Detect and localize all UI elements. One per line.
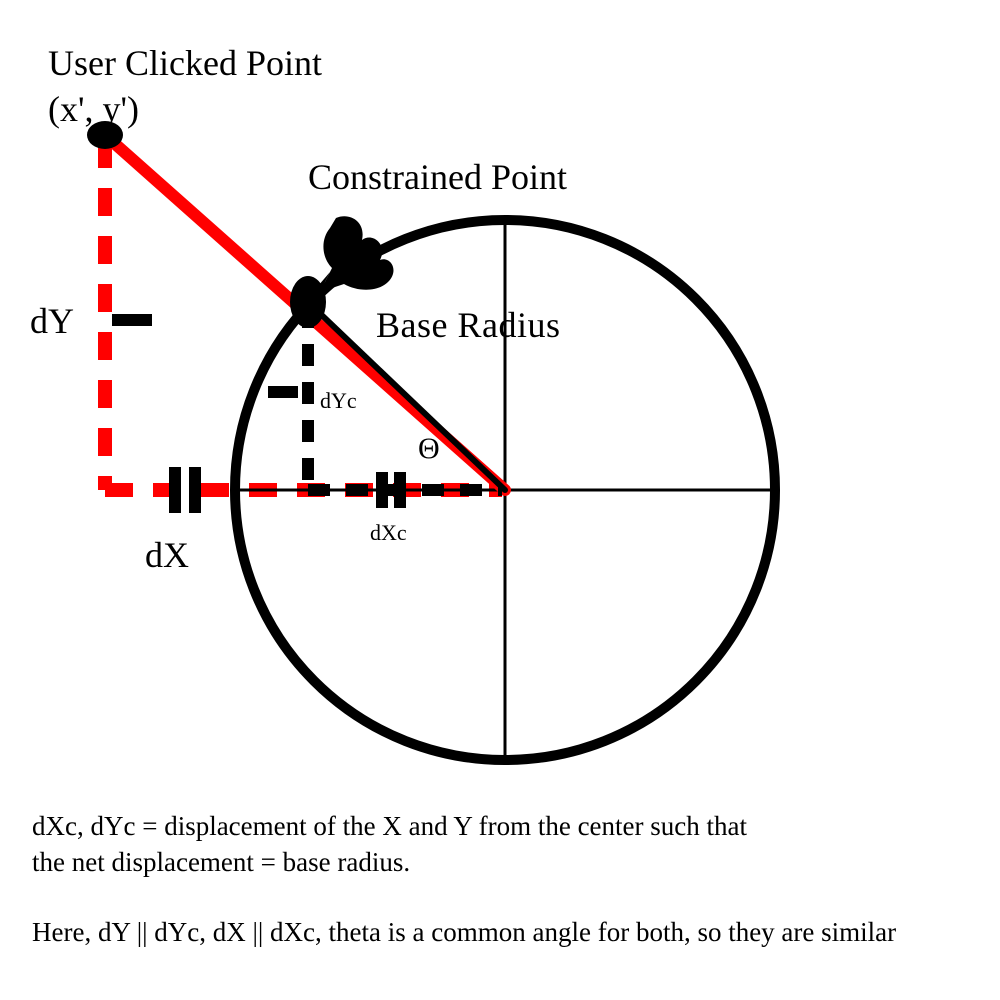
label-dyc: dYc [320, 388, 357, 414]
caption-line1: dXc, dYc = displacement of the X and Y f… [32, 808, 747, 844]
label-dx: dX [145, 534, 189, 576]
label-user-clicked-coords: (x', y') [48, 88, 139, 130]
label-user-clicked-title: User Clicked Point [48, 42, 322, 84]
caption-line2: the net displacement = base radius. [32, 844, 410, 880]
pointer-hand-icon [306, 216, 393, 300]
label-theta: Θ [418, 432, 440, 466]
geometry-diagram: User Clicked Point (x', y') Constrained … [0, 0, 1000, 1000]
label-base-radius: Base Radius [376, 304, 560, 346]
label-constrained-point: Constrained Point [308, 156, 567, 198]
caption-line3: Here, dY || dYc, dX || dXc, theta is a c… [32, 914, 896, 950]
label-dxc: dXc [370, 520, 407, 546]
label-dy: dY [30, 300, 74, 342]
